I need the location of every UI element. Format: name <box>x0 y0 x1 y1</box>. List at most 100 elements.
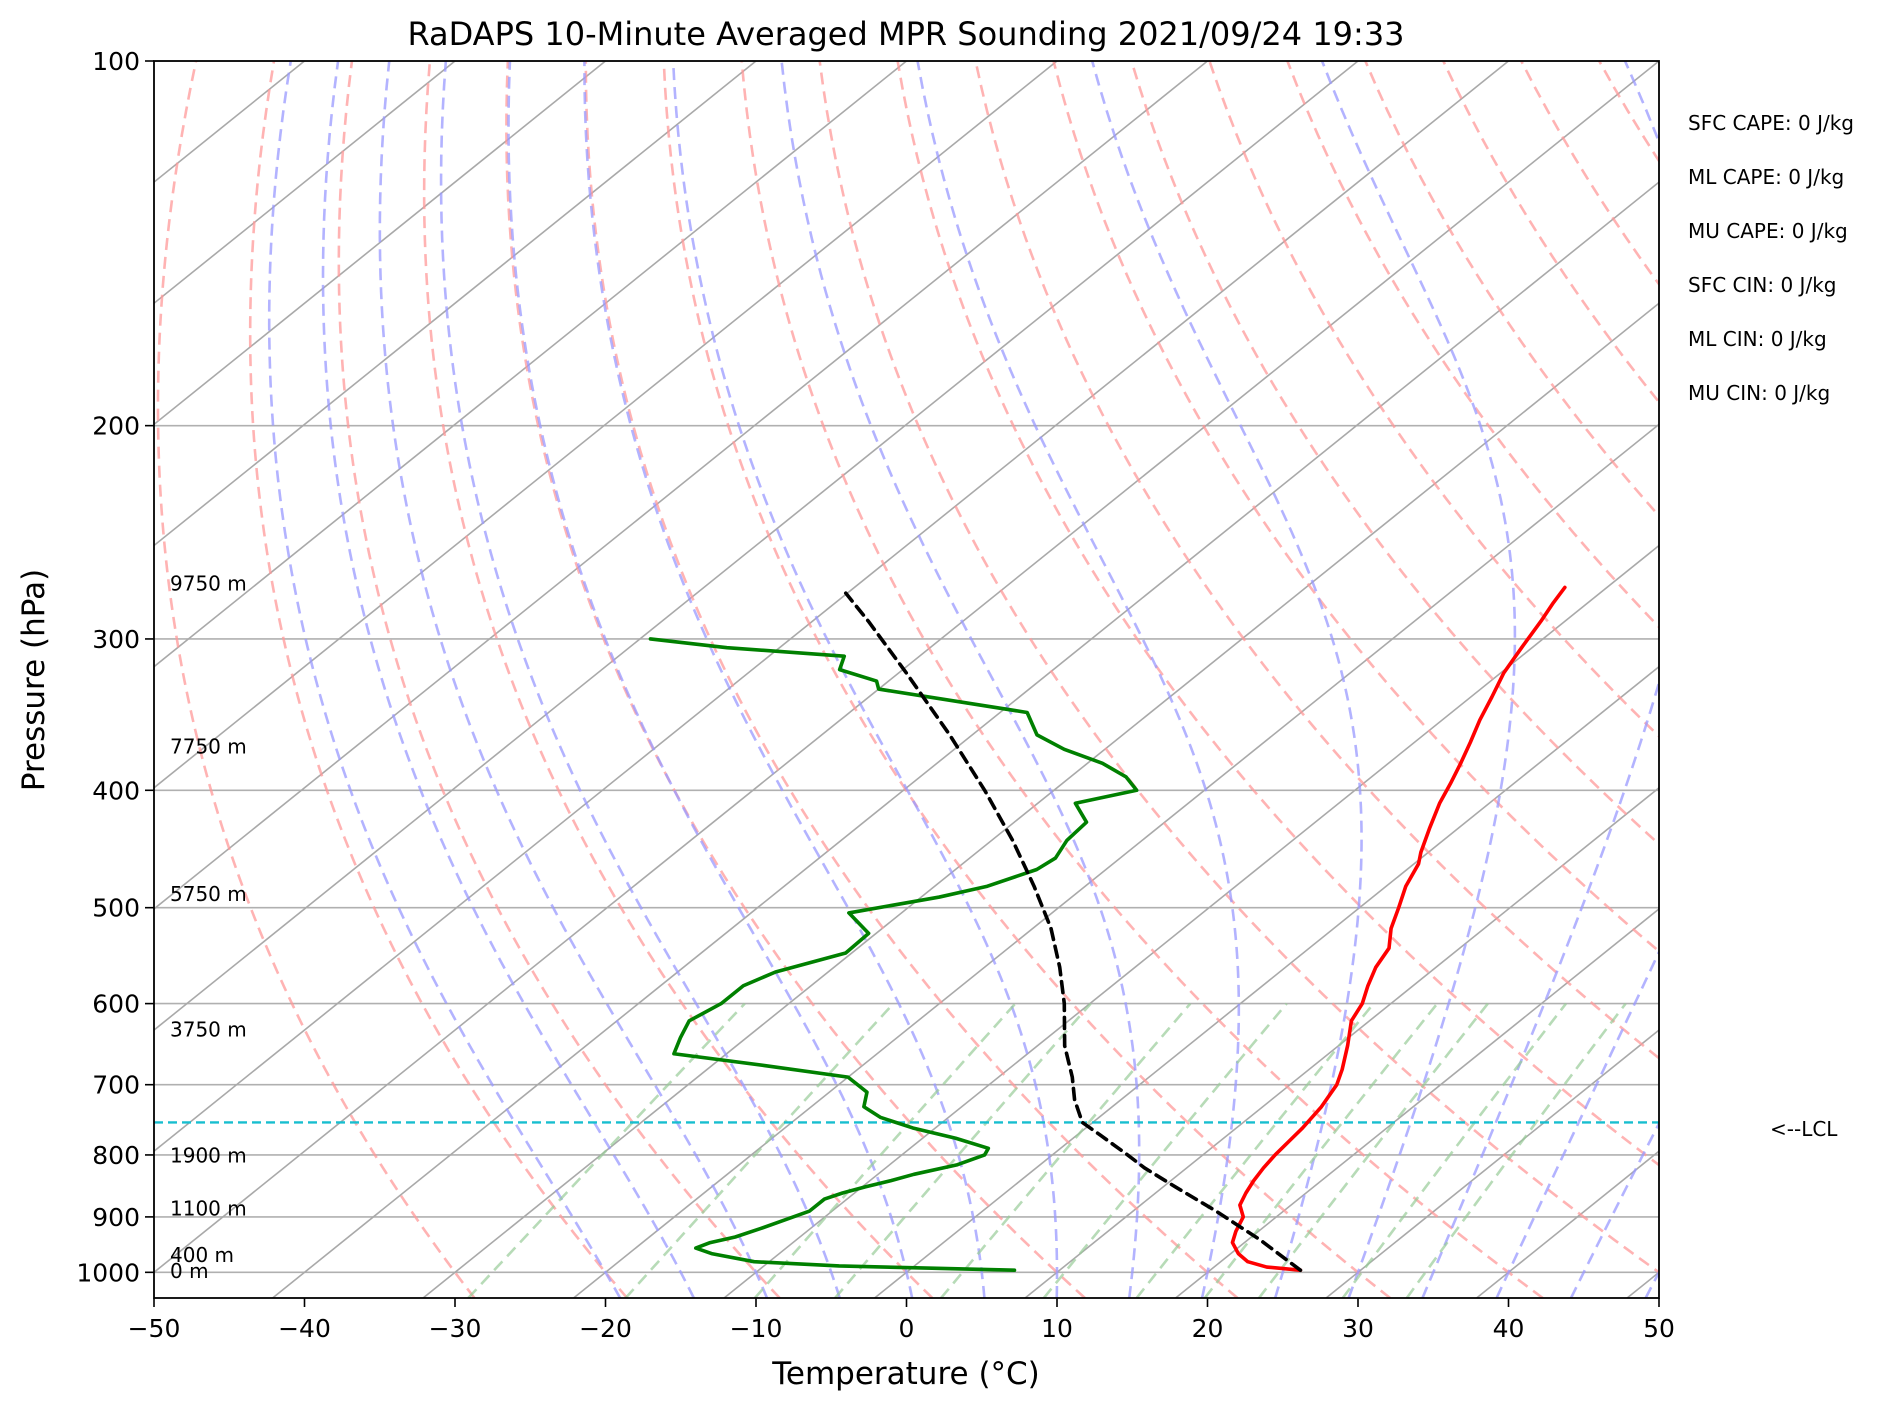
isotherm-line <box>154 61 1209 910</box>
moist-adiabat-line <box>1320 61 1517 1298</box>
plot-content <box>154 61 1882 1298</box>
index-label: SFC CIN <box>1688 273 1767 297</box>
index-entry: MU CAPE: 0 J/kg <box>1688 219 1848 243</box>
dry-adiabat-line <box>1130 61 1659 846</box>
dry-adiabat-line <box>1833 61 1882 1298</box>
dry-adiabat-line <box>1755 61 1882 1298</box>
height-label: 5750 m <box>170 882 247 906</box>
profile-series <box>648 585 1567 1273</box>
y-tick-label: 200 <box>92 412 140 441</box>
mixing-ratio-line <box>624 1002 895 1298</box>
dry-adiabat-line <box>505 61 1086 1298</box>
mixing-ratio-line <box>834 1002 1092 1298</box>
moist-adiabat-lines <box>267 61 1882 1298</box>
index-entry: SFC CIN: 0 J/kg <box>1688 273 1836 297</box>
x-tick-label: 10 <box>1041 1314 1073 1343</box>
index-value: 0 J/kg <box>1774 381 1830 405</box>
isotherm-line <box>154 61 757 547</box>
isotherm-line <box>1175 907 1659 1298</box>
dry-adiabat-line <box>1208 61 1659 738</box>
isotherm-line <box>272 181 1659 1298</box>
mixing-ratio-line <box>467 1002 746 1298</box>
dry-adiabat-line <box>1677 61 1882 1298</box>
index-value: 0 J/kg <box>1771 327 1827 351</box>
height-label: 3750 m <box>170 1017 247 1041</box>
y-tick-label: 1000 <box>76 1258 140 1287</box>
mixing-ratio-line <box>1405 1002 1627 1298</box>
mixing-ratio-line <box>1203 1002 1439 1298</box>
dry-adiabat-line <box>662 61 1391 1298</box>
index-separator: : <box>1775 165 1788 189</box>
x-tick-label: −20 <box>579 1314 632 1343</box>
moist-adiabat-line <box>671 61 1059 1298</box>
isotherm-line <box>422 302 1659 1298</box>
height-label: 1900 m <box>170 1144 247 1168</box>
index-value: 0 J/kg <box>1780 273 1836 297</box>
x-tick-label: −30 <box>429 1314 482 1343</box>
index-entry: ML CIN: 0 J/kg <box>1688 327 1827 351</box>
dry-adiabat-line <box>740 61 1544 1298</box>
x-tick-label: −40 <box>278 1314 331 1343</box>
moist-adiabat-line <box>439 61 841 1298</box>
x-tick-label: 40 <box>1493 1314 1525 1343</box>
plot-area <box>154 61 1659 1298</box>
y-tick-label: 900 <box>92 1203 140 1232</box>
height-label: 400 m <box>170 1243 234 1267</box>
moist-adiabat-line <box>267 61 622 1298</box>
index-value: 0 J/kg <box>1798 111 1854 135</box>
index-separator: : <box>1761 381 1774 405</box>
index-separator: : <box>1785 111 1798 135</box>
mixing-ratio-line <box>1341 1002 1568 1298</box>
x-tick-label: 0 <box>899 1314 915 1343</box>
mixing-ratio-line <box>1135 1002 1375 1298</box>
index-entry: ML CAPE: 0 J/kg <box>1688 165 1844 189</box>
x-tick-label: 50 <box>1643 1314 1675 1343</box>
isotherm-line <box>154 61 1510 1153</box>
mixing-ratio-line <box>940 1002 1192 1298</box>
y-tick-label: 600 <box>92 990 140 1019</box>
mixing-ratio-line <box>753 1002 1017 1298</box>
index-separator: : <box>1767 273 1780 297</box>
temperature-profile-line <box>1230 585 1567 1273</box>
moist-adiabat-line <box>1421 61 1659 1298</box>
x-tick-label: 20 <box>1192 1314 1224 1343</box>
isotherm-line <box>154 61 1359 1032</box>
height-label: 0 m <box>170 1259 209 1283</box>
index-entry: MU CIN: 0 J/kg <box>1688 381 1830 405</box>
moist-adiabat-line <box>1495 949 1659 1298</box>
dry-adiabat-line <box>422 61 934 1298</box>
isotherm-line <box>874 665 1659 1298</box>
dry-adiabat-line <box>584 61 1239 1298</box>
isotherm-line <box>723 544 1659 1298</box>
isotherm-line <box>154 61 1659 1274</box>
moist-adiabat-line <box>1720 61 1882 1298</box>
plot-background <box>154 61 1659 1298</box>
index-label: MU CAPE <box>1688 219 1779 243</box>
dry-adiabat-line <box>1286 61 1659 629</box>
isotherm-line <box>154 61 456 305</box>
y-tick-label: 500 <box>92 894 140 923</box>
x-tick-label: 30 <box>1342 1314 1374 1343</box>
mixing-ratio-line <box>1257 1002 1489 1298</box>
height-label: 7750 m <box>170 734 247 758</box>
index-label: ML CIN <box>1688 327 1758 351</box>
y-axis-label: Pressure (hPa) <box>16 569 52 791</box>
isotherm-line <box>1325 1029 1659 1298</box>
dry-adiabat-line <box>248 61 629 1298</box>
y-tick-label: 800 <box>92 1141 140 1170</box>
index-separator: : <box>1779 219 1792 243</box>
index-separator: : <box>1758 327 1771 351</box>
y-tick-label: 300 <box>92 625 140 654</box>
y-tick-label: 400 <box>92 776 140 805</box>
lcl-label: <--LCL <box>1770 1117 1838 1141</box>
moist-adiabat-line <box>321 61 695 1298</box>
isotherm-line <box>1024 786 1659 1298</box>
x-tick-label: −10 <box>730 1314 783 1343</box>
index-label: ML CAPE <box>1688 165 1775 189</box>
isotherm-line <box>154 61 908 668</box>
x-axis-ticks: −50 −40 −30 −20 −10 0 10 20 30 40 50 <box>128 1298 1675 1343</box>
dry-adiabat-line <box>818 61 1659 1274</box>
